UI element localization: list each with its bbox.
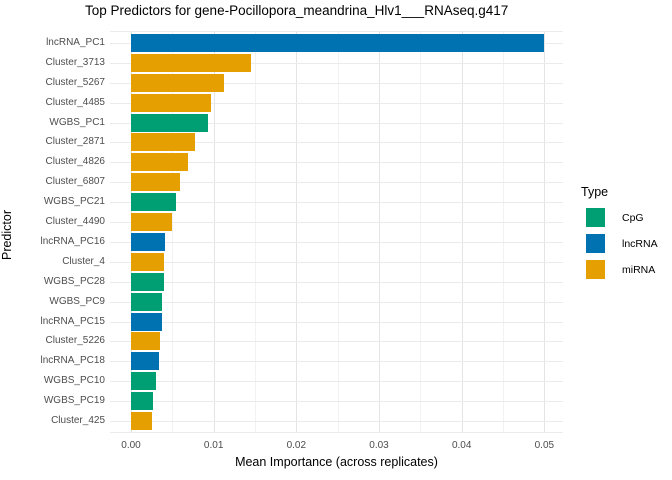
plot-panel (110, 31, 563, 433)
x-tick-label: 0.01 (203, 440, 224, 451)
row-gridline (110, 222, 563, 224)
bar (131, 312, 162, 331)
row-gridline (110, 261, 563, 263)
y-tick-label: Cluster_6807 (45, 176, 105, 188)
bar (131, 372, 156, 391)
y-tick-label: Cluster_4490 (45, 216, 105, 228)
minor-gridline (172, 31, 174, 433)
x-tick-label: 0.00 (121, 440, 141, 451)
y-tick-label: Cluster_5226 (45, 335, 105, 347)
row-gridline (110, 102, 563, 104)
row-gridline (110, 321, 563, 323)
y-tick-label: Cluster_5267 (45, 76, 105, 88)
legend-label: CpG (622, 211, 644, 224)
row-gridline (110, 122, 563, 124)
bar (131, 252, 164, 271)
y-tick-label: WGBS_PC1 (49, 116, 105, 128)
y-tick-label: lncRNA_PC16 (40, 235, 105, 247)
row-gridline (110, 401, 563, 403)
row-gridline (110, 281, 563, 283)
bar (131, 352, 159, 371)
legend-entry: CpG (586, 208, 658, 227)
bar (131, 292, 162, 311)
legend-label: lncRNA (622, 237, 658, 250)
row-gridline (110, 421, 563, 423)
y-tick-label: WGBS_PC10 (43, 375, 105, 387)
row-gridline (110, 142, 563, 144)
bar (131, 332, 160, 351)
bar (131, 193, 176, 212)
x-tick-label: 0.02 (286, 440, 307, 451)
y-tick-label: Cluster_425 (51, 415, 105, 427)
major-gridline (461, 31, 463, 433)
row-gridline (110, 202, 563, 204)
minor-gridline (503, 31, 504, 433)
chart-title: Top Predictors for gene-Pocillopora_mean… (85, 3, 509, 18)
legend-swatch-CpG (586, 208, 605, 227)
row-gridline (110, 62, 563, 64)
bar (131, 412, 152, 431)
legend-entry: lncRNA (586, 234, 658, 253)
row-gridline (110, 301, 563, 303)
legend-swatch-miRNA (586, 260, 605, 279)
y-tick-label: Cluster_4485 (45, 96, 105, 108)
y-tick-label: Cluster_4 (62, 255, 105, 267)
major-gridline (296, 31, 298, 433)
y-tick-label: Cluster_2871 (45, 136, 105, 148)
major-gridline (213, 31, 215, 433)
bar (131, 73, 224, 92)
y-tick-label: lncRNA_PC15 (40, 315, 105, 327)
y-tick-label: Cluster_3713 (45, 56, 105, 68)
row-gridline (110, 381, 563, 383)
bar (131, 213, 172, 232)
bar (131, 33, 544, 52)
bar (131, 173, 180, 192)
legend-title: Type (581, 185, 609, 199)
row-gridline (110, 361, 563, 363)
minor-gridline (255, 31, 256, 433)
major-gridline (131, 31, 132, 433)
legend-swatch-lncRNA (586, 234, 605, 253)
minor-gridline (420, 31, 422, 433)
bar (131, 153, 188, 172)
legend-entry: miRNA (586, 260, 658, 279)
y-tick-label: WGBS_PC21 (43, 196, 105, 208)
x-tick-label: 0.05 (534, 440, 555, 451)
x-tick-label: 0.03 (369, 440, 389, 451)
y-tick-label: WGBS_PC19 (43, 395, 105, 407)
row-gridline (110, 341, 563, 343)
y-tick-label: WGBS_PC9 (49, 295, 105, 307)
bar (131, 53, 251, 72)
bar (131, 392, 153, 411)
bar (131, 232, 165, 251)
row-gridline (110, 241, 563, 243)
major-gridline (544, 31, 546, 433)
y-tick-label: lncRNA_PC18 (40, 355, 105, 367)
bar (131, 272, 164, 291)
x-axis-title: Mean Importance (across replicates) (235, 455, 438, 469)
legend-label: miRNA (622, 263, 656, 276)
y-tick-label: WGBS_PC28 (43, 275, 105, 287)
minor-gridline (337, 31, 339, 433)
y-tick-label: Cluster_4826 (45, 156, 105, 168)
major-gridline (379, 31, 380, 433)
bar (131, 133, 195, 152)
y-tick-label: lncRNA_PC1 (46, 36, 105, 48)
panel-top-edge (110, 31, 563, 32)
panel-bottom-edge (110, 432, 563, 433)
row-gridline (110, 162, 563, 164)
x-tick-label: 0.04 (451, 440, 472, 451)
bar (131, 93, 211, 112)
legend: Type CpG lncRNA miRNA (581, 185, 658, 286)
bar (131, 113, 208, 132)
row-gridline (110, 82, 563, 84)
row-gridline (110, 182, 563, 184)
